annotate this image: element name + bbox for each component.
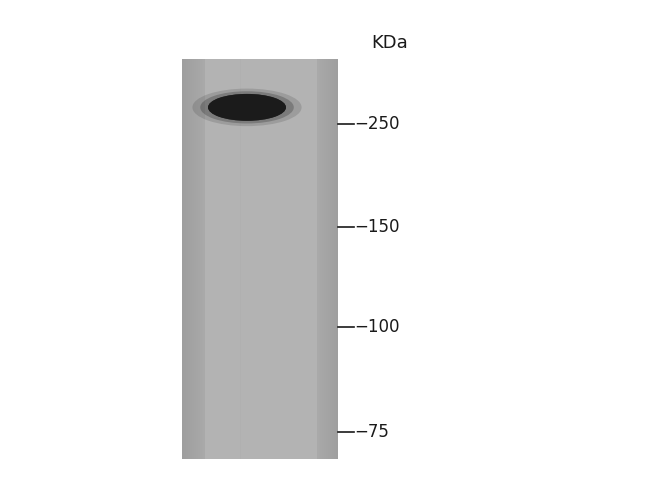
Bar (190, 59, 192, 459)
Bar (297, 59, 299, 459)
Ellipse shape (200, 91, 294, 123)
Bar (299, 59, 301, 459)
Bar (258, 59, 260, 459)
Bar (207, 59, 209, 459)
Bar (293, 59, 295, 459)
Bar (200, 59, 201, 459)
Bar (242, 59, 244, 459)
Bar (326, 59, 328, 459)
Ellipse shape (192, 89, 302, 126)
Bar (262, 59, 264, 459)
Bar (217, 59, 219, 459)
Bar (184, 59, 186, 459)
Bar (315, 59, 317, 459)
Bar (332, 59, 334, 459)
Bar (244, 59, 246, 459)
Bar (209, 59, 211, 459)
Bar (280, 59, 281, 459)
Bar (240, 59, 242, 459)
Bar (270, 59, 272, 459)
Bar (260, 59, 262, 459)
Bar (278, 59, 280, 459)
Bar (215, 59, 217, 459)
Bar (246, 59, 248, 459)
Bar (291, 59, 293, 459)
Bar (198, 59, 200, 459)
Bar (211, 59, 213, 459)
Bar (289, 59, 291, 459)
Bar (313, 59, 315, 459)
Bar (192, 59, 194, 459)
Bar (276, 59, 278, 459)
Bar (194, 59, 196, 459)
Bar (202, 59, 203, 459)
Bar (272, 59, 274, 459)
Text: KDa: KDa (372, 34, 408, 52)
Bar (334, 59, 336, 459)
Bar (301, 59, 303, 459)
Bar (322, 59, 324, 459)
Bar (229, 59, 231, 459)
Bar (268, 59, 270, 459)
Bar (274, 59, 276, 459)
Bar (256, 59, 258, 459)
Ellipse shape (208, 94, 286, 121)
Bar (186, 59, 188, 459)
Bar (203, 59, 205, 459)
Bar (318, 59, 320, 459)
Bar (188, 59, 190, 459)
Bar (219, 59, 221, 459)
Bar (281, 59, 283, 459)
Bar (287, 59, 289, 459)
Bar (330, 59, 332, 459)
Bar (250, 59, 252, 459)
Bar (237, 59, 239, 459)
Bar (317, 59, 318, 459)
Bar (248, 59, 250, 459)
Bar (213, 59, 215, 459)
Text: −250: −250 (354, 116, 400, 133)
Bar (254, 59, 256, 459)
Bar (328, 59, 330, 459)
Bar (225, 59, 227, 459)
Bar (266, 59, 268, 459)
Bar (303, 59, 305, 459)
Bar (233, 59, 235, 459)
Bar (231, 59, 233, 459)
Bar (235, 59, 237, 459)
Text: −150: −150 (354, 218, 400, 236)
Bar (223, 59, 225, 459)
Bar (311, 59, 313, 459)
Bar (182, 59, 184, 459)
Text: −100: −100 (354, 318, 400, 336)
Ellipse shape (208, 94, 286, 121)
Bar (239, 59, 240, 459)
Bar (324, 59, 326, 459)
Bar (252, 59, 254, 459)
Bar (227, 59, 229, 459)
Bar (196, 59, 198, 459)
Bar (320, 59, 322, 459)
Bar (305, 59, 307, 459)
Text: −75: −75 (354, 423, 389, 441)
Bar (336, 59, 338, 459)
Bar (309, 59, 311, 459)
Bar (295, 59, 297, 459)
Bar (264, 59, 266, 459)
Bar (307, 59, 309, 459)
Bar (285, 59, 287, 459)
Bar (221, 59, 223, 459)
Bar (283, 59, 285, 459)
Bar (205, 59, 207, 459)
